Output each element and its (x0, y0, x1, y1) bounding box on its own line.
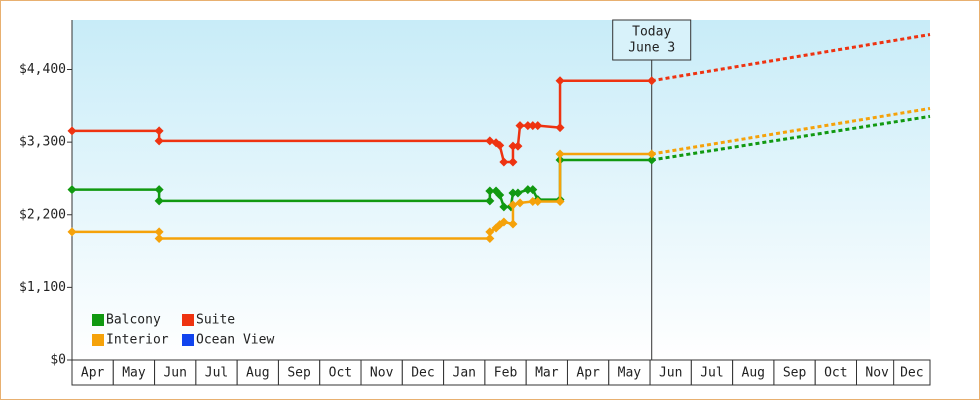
price-point (513, 141, 523, 151)
x-tick-box (360, 359, 403, 386)
x-tick-label: Sep (783, 366, 807, 381)
x-tick-label: Mar (535, 366, 559, 381)
price-point (528, 185, 538, 195)
x-tick-label: Jul (700, 366, 723, 381)
x-tick-box (525, 359, 568, 386)
y-tick-label: $4,400 (19, 62, 66, 77)
price-point (508, 188, 518, 198)
price-point (513, 188, 523, 198)
price-point (154, 234, 164, 244)
y-tick-label: $0 (50, 353, 66, 368)
price-point (528, 121, 538, 131)
x-tick-label: Aug (742, 366, 765, 381)
x-tick-box (154, 359, 197, 386)
legend-label: Balcony (106, 313, 161, 328)
price-point (523, 185, 533, 195)
price-point (495, 190, 505, 200)
x-tick-label: May (122, 366, 146, 381)
x-tick-label: Apr (576, 366, 600, 381)
price-point (485, 227, 495, 237)
x-tick-label: Jul (205, 366, 228, 381)
price-point (647, 149, 657, 159)
x-tick-box (71, 359, 114, 386)
price-line (72, 152, 652, 240)
price-point (67, 185, 77, 195)
x-tick-label: Oct (824, 366, 847, 381)
price-point (154, 126, 164, 136)
x-tick-label: May (618, 366, 642, 381)
price-point (523, 121, 533, 131)
x-tick-box (690, 359, 734, 386)
projection-line (651, 106, 931, 156)
price-point (647, 76, 657, 86)
today-label: Today (632, 25, 671, 40)
projection-line (651, 114, 931, 162)
price-point (154, 185, 164, 195)
x-tick-label: Dec (900, 366, 923, 381)
plot-area (72, 20, 930, 360)
price-point (528, 197, 538, 207)
x-tick-box (566, 359, 610, 386)
x-tick-label: Sep (287, 366, 311, 381)
x-tick-box (195, 359, 238, 386)
today-box (612, 19, 692, 61)
legend-swatch (92, 314, 104, 326)
x-tick-label: Nov (370, 366, 394, 381)
x-tick-label: Jun (659, 366, 682, 381)
legend-label: Interior (106, 333, 169, 348)
x-tick-box (814, 359, 858, 386)
y-tick-label: $1,100 (19, 280, 66, 295)
x-tick-label: Dec (411, 366, 434, 381)
price-point (515, 198, 525, 208)
price-point (508, 157, 518, 167)
legend-label: Ocean View (196, 333, 274, 348)
x-tick-box (649, 359, 692, 386)
price-point (499, 202, 509, 212)
price-point (485, 186, 495, 196)
x-tick-label: Jun (163, 366, 186, 381)
x-tick-box (112, 359, 156, 386)
x-tick-label: Feb (494, 366, 518, 381)
x-tick-box (236, 359, 279, 386)
price-point (555, 149, 565, 159)
y-tick-label: $3,300 (19, 135, 66, 150)
price-point (485, 196, 495, 206)
price-point (485, 234, 495, 244)
y-tick-label: $2,200 (19, 207, 66, 222)
x-tick-box (856, 359, 899, 386)
legend-swatch (182, 334, 194, 346)
price-point (499, 157, 509, 167)
price-point (508, 219, 518, 229)
legend-label: Suite (196, 313, 235, 328)
legend-swatch (92, 334, 104, 346)
x-tick-label: Nov (865, 366, 889, 381)
today-label: June 3 (628, 41, 675, 56)
price-point (555, 197, 565, 207)
price-point (508, 141, 518, 151)
projection-line (651, 33, 931, 83)
price-point (495, 140, 505, 150)
price-point (67, 227, 77, 237)
legend-swatch (182, 314, 194, 326)
price-point (555, 123, 565, 133)
x-tick-box (893, 359, 931, 386)
price-point (508, 200, 518, 210)
x-tick-label: Aug (246, 366, 269, 381)
price-point (154, 227, 164, 237)
x-tick-box (773, 359, 816, 386)
price-point (533, 197, 543, 207)
price-point (533, 121, 543, 131)
x-tick-label: Apr (81, 366, 105, 381)
price-point (555, 76, 565, 86)
price-point (647, 155, 657, 165)
price-point (499, 217, 509, 227)
price-point (515, 121, 525, 131)
price-point (154, 196, 164, 206)
price-point (67, 126, 77, 136)
x-tick-label: Oct (329, 366, 352, 381)
x-tick-box (443, 359, 486, 386)
price-point (154, 136, 164, 146)
x-tick-label: Jan (453, 366, 476, 381)
